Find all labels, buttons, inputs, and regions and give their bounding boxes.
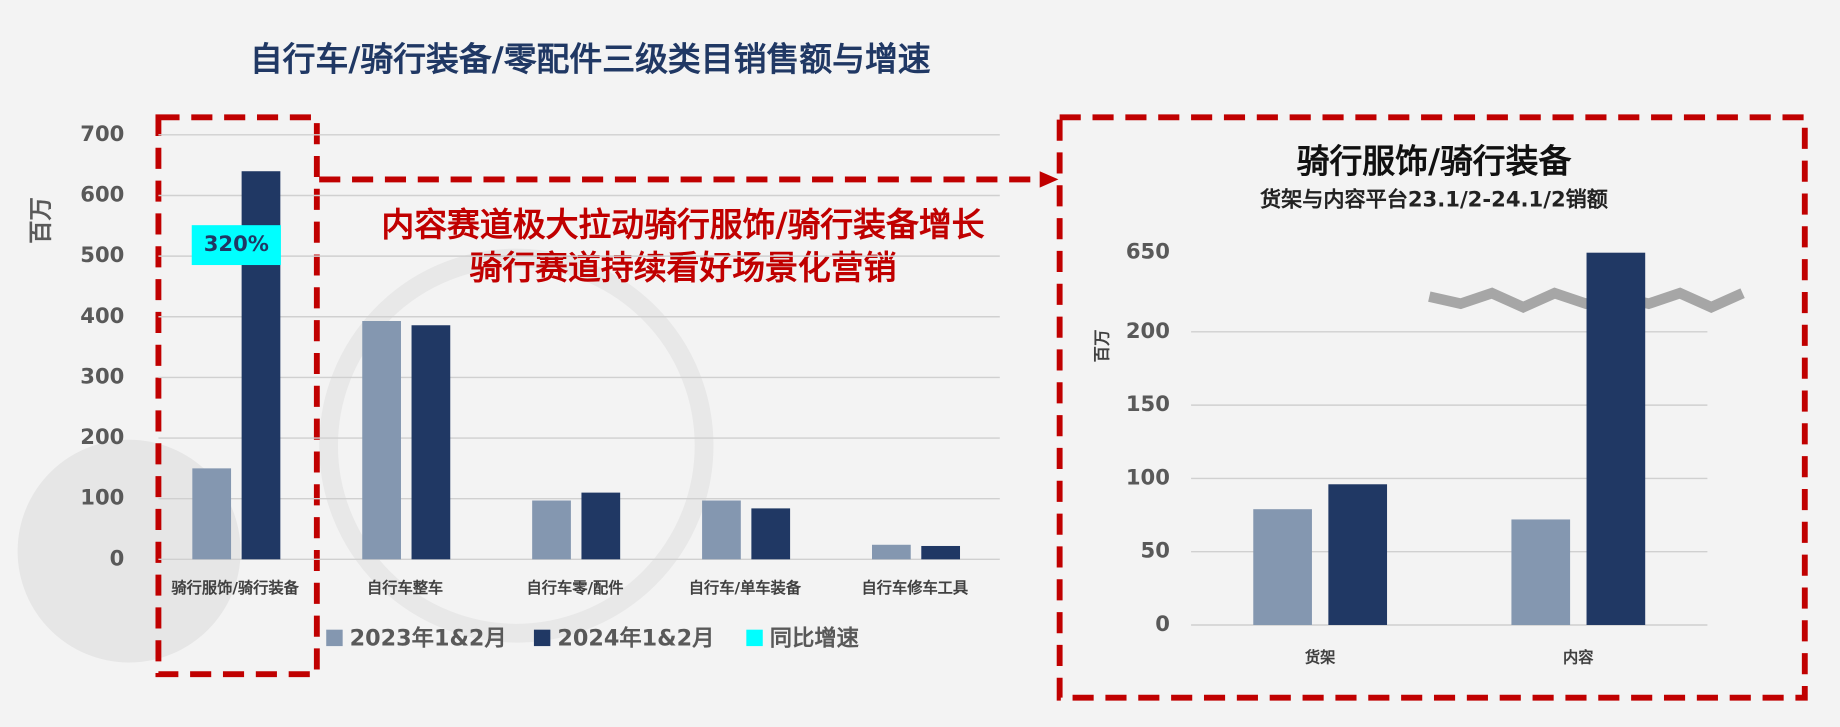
y-tick-label: 150	[1126, 391, 1170, 416]
y-axis-label: 百万	[1093, 330, 1112, 363]
decor	[17, 439, 241, 663]
chart-title: 骑行服饰/骑行装备	[1297, 142, 1573, 180]
bar	[1586, 252, 1646, 625]
x-tick-label: 内容	[1563, 648, 1594, 666]
x-tick-label: 自行车整车	[367, 579, 443, 597]
legend-label: 2024年1&2月	[557, 625, 714, 652]
bar	[362, 321, 401, 560]
arrow-head	[1039, 171, 1059, 188]
legend-label: 2023年1&2月	[350, 625, 507, 652]
bar	[192, 468, 232, 560]
bar	[581, 492, 621, 560]
bar	[1328, 484, 1388, 625]
x-tick-label: 自行车修车工具	[861, 579, 968, 597]
x-tick-label: 骑行服饰/骑行装备	[171, 579, 299, 597]
y-tick-label: 100	[80, 485, 124, 510]
highlight-box	[155, 114, 320, 678]
y-tick-label: 200	[1126, 318, 1170, 343]
x-tick-label: 自行车零/配件	[526, 579, 623, 597]
growth-label-box	[191, 225, 281, 266]
highlight-box	[1056, 114, 1808, 701]
bar	[751, 508, 791, 560]
x-tick-label: 自行车/单车装备	[689, 579, 802, 597]
chart-subtitle: 货架与内容平台23.1/2-24.1/2销额	[1260, 187, 1609, 212]
annotation: 内容赛道极大拉动骑行服饰/骑行装备增长	[381, 206, 984, 244]
y-tick-label: 650	[1126, 239, 1170, 264]
bar	[1253, 509, 1312, 625]
decor	[319, 248, 714, 643]
y-tick-label: 300	[80, 363, 124, 388]
y-tick-label: 700	[80, 121, 124, 146]
bar	[872, 544, 911, 560]
y-tick-label: 600	[80, 181, 124, 206]
y-tick-label: 200	[80, 424, 124, 449]
axis-break	[1428, 287, 1745, 314]
bar	[702, 500, 741, 560]
y-tick-label: 500	[80, 242, 124, 267]
legend-swatch	[746, 629, 763, 647]
y-tick-label: 50	[1141, 538, 1170, 563]
bar	[1511, 519, 1571, 625]
legend-label: 同比增速	[770, 625, 860, 652]
legend-swatch	[533, 629, 551, 647]
bar	[532, 500, 571, 560]
x-tick-label: 货架	[1305, 648, 1336, 666]
annotation: 骑行赛道持续看好场景化营销	[469, 249, 896, 287]
bar	[921, 545, 961, 560]
y-tick-label: 0	[1155, 611, 1170, 636]
y-tick-label: 0	[110, 545, 125, 570]
y-tick-label: 100	[1126, 464, 1170, 489]
y-tick-label: 400	[80, 303, 124, 328]
y-axis-label: 百万	[27, 197, 55, 244]
growth-label: 320%	[204, 231, 269, 256]
bar	[411, 325, 451, 560]
legend-swatch	[326, 629, 343, 647]
chart-title: 自行车/骑行装备/零配件三级类目销售额与增速	[250, 40, 931, 78]
